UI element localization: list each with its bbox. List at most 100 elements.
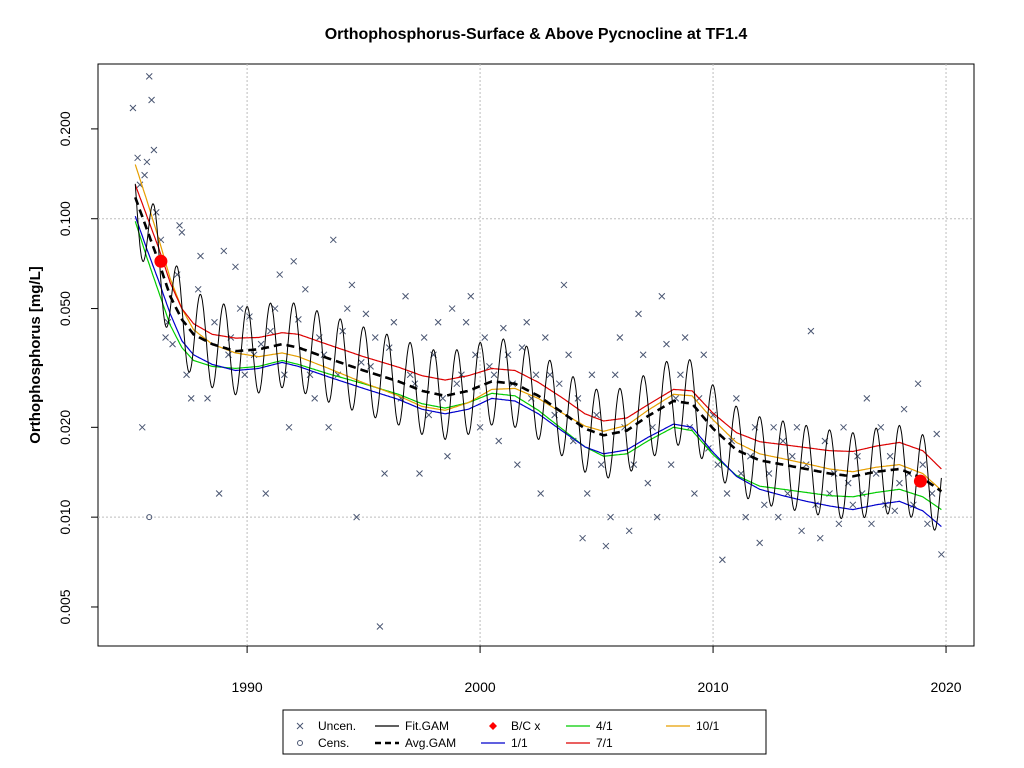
uncensored-point-28 bbox=[236, 305, 244, 312]
y-tick-label-1: 0.010 bbox=[57, 499, 73, 534]
y-tick-label-5: 0.200 bbox=[57, 111, 73, 146]
uncensored-point-172 bbox=[914, 380, 922, 388]
uncensored-point-69 bbox=[434, 318, 442, 326]
uncensored-point-62 bbox=[402, 292, 409, 300]
uncensored-point-22 bbox=[211, 318, 218, 326]
uncensored-point-97 bbox=[565, 351, 572, 359]
uncensored-point-66 bbox=[420, 334, 428, 341]
uncensored-point-73 bbox=[453, 380, 461, 388]
legend-box bbox=[282, 709, 767, 755]
uncensored-point-43 bbox=[311, 395, 319, 402]
uncensored-point-47 bbox=[329, 236, 337, 244]
legend-label-cens: Cens. bbox=[318, 736, 349, 750]
uncensored-point-104 bbox=[597, 461, 605, 468]
uncensored-point-95 bbox=[555, 380, 563, 388]
x-axis: 1990 2000 2010 2020 bbox=[232, 645, 962, 695]
uncensored-point-110 bbox=[625, 527, 633, 535]
uncensored-point-29 bbox=[241, 371, 249, 379]
series-line-10-1 bbox=[134, 164, 942, 491]
uncensored-point-83 bbox=[500, 324, 507, 332]
uncensored-point-167 bbox=[891, 507, 899, 515]
uncensored-point-124 bbox=[691, 490, 698, 497]
uncensored-point-92 bbox=[541, 334, 549, 341]
uncensored-point-93 bbox=[546, 371, 554, 379]
uncensored-point-144 bbox=[784, 490, 791, 497]
uncensored-point-174 bbox=[924, 520, 931, 528]
uncensored-point-79 bbox=[481, 334, 489, 341]
uncensored-point-133 bbox=[733, 395, 740, 402]
uncensored-point-31 bbox=[250, 351, 258, 359]
uncensored-point-161 bbox=[863, 395, 871, 402]
uncensored-point-60 bbox=[390, 318, 398, 326]
legend-label-bc: B/C x bbox=[511, 719, 540, 733]
uncensored-point-105 bbox=[602, 542, 610, 550]
uncensored-point-155 bbox=[835, 520, 843, 528]
uncensored-point-112 bbox=[635, 310, 642, 318]
uncensored-point-1 bbox=[134, 154, 141, 162]
legend-symbol-bc bbox=[489, 722, 497, 730]
uncensored-point-19 bbox=[194, 285, 202, 293]
uncensored-point-75 bbox=[462, 318, 470, 326]
uncensored-point-23 bbox=[215, 490, 223, 497]
uncensored-point-142 bbox=[774, 513, 782, 521]
uncensored-point-52 bbox=[353, 513, 360, 521]
uncensored-point-3 bbox=[138, 423, 146, 431]
uncensored-point-119 bbox=[667, 461, 675, 468]
uncensored-point-58 bbox=[381, 470, 388, 477]
uncensored-point-81 bbox=[490, 371, 498, 379]
y-axis: 0.005 0.010 0.020 0.050 0.100 0.200 bbox=[57, 111, 98, 625]
uncensored-point-70 bbox=[439, 395, 447, 402]
uncensored-point-17 bbox=[183, 371, 190, 379]
uncensored-point-67 bbox=[425, 411, 433, 419]
x-tick-label-0: 1990 bbox=[232, 679, 263, 695]
uncensored-point-121 bbox=[677, 371, 684, 379]
uncensored-point-159 bbox=[854, 452, 861, 460]
uncensored-point-86 bbox=[514, 461, 521, 468]
uncensored-point-18 bbox=[187, 395, 195, 402]
uncensored-point-59 bbox=[385, 344, 393, 351]
legend-label-fit: Fit.GAM bbox=[405, 719, 449, 733]
legend-label-r10: 10/1 bbox=[696, 719, 720, 733]
uncensored-point-88 bbox=[523, 318, 531, 326]
uncensored-point-78 bbox=[476, 423, 484, 431]
uncensored-point-64 bbox=[411, 380, 419, 388]
grid-lines bbox=[98, 64, 974, 646]
y-tick-label-2: 0.020 bbox=[57, 410, 73, 445]
uncensored-point-8 bbox=[150, 146, 158, 154]
uncensored-point-148 bbox=[802, 461, 810, 468]
uncensored-point-164 bbox=[877, 423, 885, 431]
x-tick-label-1: 2000 bbox=[465, 679, 496, 695]
uncensored-point-141 bbox=[770, 423, 777, 431]
uncensored-point-162 bbox=[868, 520, 875, 528]
uncensored-point-91 bbox=[537, 490, 545, 497]
uncensored-point-24 bbox=[220, 247, 228, 255]
uncensored-point-7 bbox=[148, 96, 155, 104]
bc-point-1 bbox=[913, 474, 927, 488]
uncensored-point-149 bbox=[807, 327, 815, 335]
uncensored-point-129 bbox=[714, 461, 722, 468]
uncensored-point-131 bbox=[723, 490, 731, 497]
uncensored-point-21 bbox=[204, 395, 211, 402]
y-tick-label-4: 0.100 bbox=[57, 201, 73, 236]
plot-frame bbox=[97, 63, 975, 647]
censored-point-0 bbox=[146, 514, 153, 521]
uncensored-point-6 bbox=[145, 72, 153, 80]
x-tick-label-3: 2020 bbox=[930, 679, 961, 695]
uncensored-point-34 bbox=[267, 327, 274, 335]
series-line-4-1 bbox=[134, 221, 942, 511]
uncensored-point-96 bbox=[560, 281, 568, 289]
legend-symbol-uncen bbox=[296, 722, 304, 730]
series-line-7-1 bbox=[134, 184, 942, 470]
uncensored-point-169 bbox=[900, 405, 908, 413]
uncensored-point-173 bbox=[919, 461, 927, 468]
uncensored-point-146 bbox=[793, 423, 801, 431]
uncensored-point-145 bbox=[788, 452, 796, 460]
curves bbox=[134, 164, 943, 531]
uncensored-point-5 bbox=[143, 158, 151, 166]
uncensored-point-53 bbox=[357, 359, 365, 366]
uncensored-point-108 bbox=[616, 334, 624, 341]
uncensored-point-177 bbox=[938, 551, 945, 558]
uncensored-point-134 bbox=[737, 470, 745, 477]
y-axis-label: Orthophosphorus [mg/L] bbox=[27, 266, 44, 443]
